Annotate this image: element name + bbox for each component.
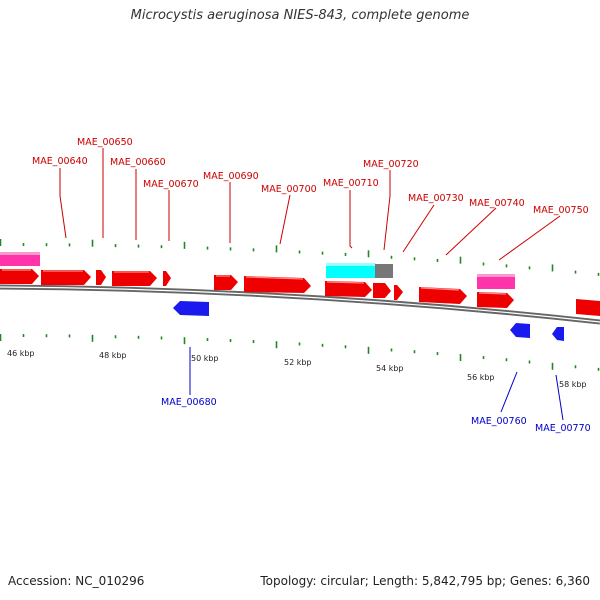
accession-text: Accession: NC_010296 <box>8 574 145 588</box>
label-mae-00710[interactable]: MAE_00710 <box>323 178 379 189</box>
gene-arrow-rev-mae-00680[interactable] <box>173 301 209 316</box>
kbp-label-50: 50 kbp <box>191 354 219 363</box>
gene-arrow-fwd-1[interactable] <box>0 269 39 284</box>
label-mae-00750[interactable]: MAE_00750 <box>533 205 589 216</box>
leader-mae-00750 <box>498 215 561 261</box>
gene-arrow-fwd-11[interactable] <box>419 287 467 304</box>
gene-arrow-fwd-13[interactable] <box>576 299 600 316</box>
trna-highlight-right <box>477 274 515 277</box>
kbp-scale: 46 kbp 48 kbp 50 kbp 52 kbp 54 kbp 56 kb… <box>7 349 587 389</box>
gene-arrow-fwd-3[interactable] <box>96 270 106 285</box>
label-mae-00660[interactable]: MAE_00660 <box>110 157 166 168</box>
label-mae-00720[interactable]: MAE_00720 <box>363 159 419 170</box>
reverse-gene-labels: MAE_00680 MAE_00760 MAE_00770 <box>161 397 591 434</box>
label-mae-00700[interactable]: MAE_00700 <box>261 184 317 195</box>
gene-arrow-fwd-4[interactable] <box>112 271 157 286</box>
label-mae-00650[interactable]: MAE_00650 <box>77 137 133 148</box>
upper-track-features <box>0 252 515 289</box>
reverse-genes <box>173 301 564 341</box>
position-ticks-outer <box>0 239 600 276</box>
kbp-label-46: 46 kbp <box>7 349 35 358</box>
gene-arrow-rev-mae-00770[interactable] <box>552 327 564 341</box>
label-mae-00740[interactable]: MAE_00740 <box>469 198 525 209</box>
kbp-label-58: 58 kbp <box>559 380 587 389</box>
trna-highlight-left <box>0 252 40 255</box>
genome-title: Microcystis aeruginosa NIES-843, complet… <box>130 8 470 23</box>
gene-arrow-fwd-6[interactable] <box>214 275 238 290</box>
leader-mae-00700 <box>279 194 291 245</box>
gene-arrow-fwd-10[interactable] <box>394 285 403 300</box>
feature-cyan-mae-00710[interactable] <box>326 263 376 278</box>
label-mae-00640[interactable]: MAE_00640 <box>32 156 88 167</box>
kbp-label-54: 54 kbp <box>376 364 404 373</box>
leader-mae-00720 <box>383 170 391 251</box>
label-mae-00730[interactable]: MAE_00730 <box>408 193 464 204</box>
label-mae-00690[interactable]: MAE_00690 <box>203 171 259 182</box>
feature-gray-mae-00720[interactable] <box>375 264 393 278</box>
label-mae-00770[interactable]: MAE_00770 <box>535 423 591 434</box>
label-mae-00670[interactable]: MAE_00670 <box>143 179 199 190</box>
leader-mae-00740 <box>445 207 497 256</box>
gene-arrow-rev-mae-00760[interactable] <box>510 323 530 338</box>
forward-genes <box>0 269 600 316</box>
trna-feature-left[interactable] <box>0 252 40 266</box>
gene-arrow-fwd-5[interactable] <box>163 271 171 286</box>
position-ticks-inner <box>0 334 600 371</box>
genome-backbone-inner <box>0 286 600 323</box>
kbp-label-48: 48 kbp <box>99 351 127 360</box>
kbp-label-56: 56 kbp <box>467 373 495 382</box>
leader-mae-00770 <box>555 374 564 421</box>
gene-arrow-fwd-12[interactable] <box>477 292 514 308</box>
gene-arrow-fwd-9[interactable] <box>373 283 391 298</box>
label-mae-00680[interactable]: MAE_00680 <box>161 397 217 408</box>
leader-mae-00760 <box>500 371 518 413</box>
kbp-label-52: 52 kbp <box>284 358 312 367</box>
gene-arrow-fwd-7[interactable] <box>244 276 311 293</box>
reverse-label-leaders <box>189 347 564 421</box>
trna-feature-mae-00740[interactable] <box>477 274 515 289</box>
gene-arrow-fwd-8[interactable] <box>325 281 372 297</box>
label-mae-00760[interactable]: MAE_00760 <box>471 416 527 427</box>
leader-mae-00640 <box>59 168 67 239</box>
gene-arrow-fwd-2[interactable] <box>41 270 91 285</box>
leader-mae-00730 <box>402 204 435 253</box>
genome-summary-text: Topology: circular; Length: 5,842,795 bp… <box>260 574 590 588</box>
forward-gene-highlights <box>2 269 507 295</box>
leader-mae-00710 <box>349 190 353 249</box>
feature-cyan-highlight <box>326 263 376 266</box>
forward-gene-labels: MAE_00640 MAE_00650 MAE_00660 MAE_00670 … <box>32 137 589 216</box>
forward-label-leaders <box>59 148 561 261</box>
